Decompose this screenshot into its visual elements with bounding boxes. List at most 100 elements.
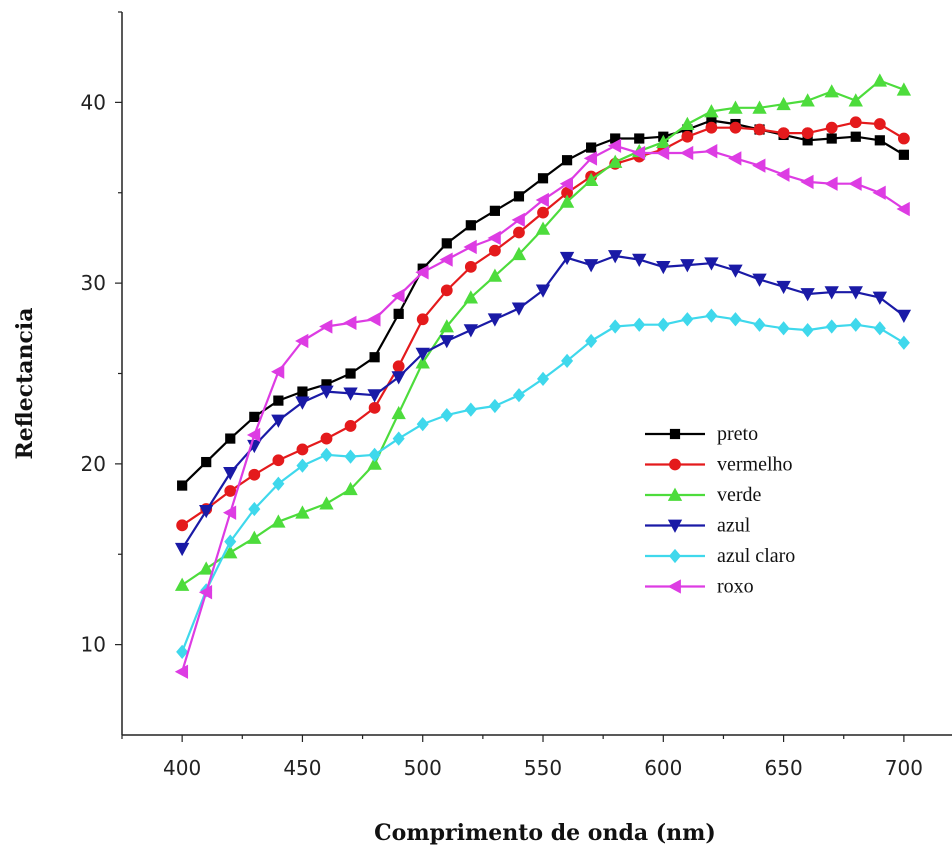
data-point-azul-claro: [440, 407, 453, 423]
data-point-vermelho: [320, 432, 333, 445]
data-point-preto: [297, 386, 308, 397]
data-point-vermelho: [849, 116, 862, 129]
legend-label: verde: [717, 484, 762, 506]
data-point-vermelho: [897, 132, 910, 145]
data-point-roxo: [607, 138, 622, 153]
data-point-verde: [728, 100, 743, 114]
data-point-roxo: [680, 145, 694, 161]
data-point-preto: [513, 191, 525, 202]
data-point-preto: [874, 135, 885, 146]
data-point-azul: [632, 253, 647, 267]
data-point-verde: [319, 496, 334, 510]
data-point-azul: [872, 291, 887, 305]
data-point-azul-claro: [657, 317, 670, 332]
data-point-roxo: [391, 288, 405, 303]
data-point-azul: [535, 284, 551, 298]
legend-item-vermelho: vermelho: [645, 454, 793, 476]
legend-label: azul: [717, 515, 751, 537]
data-point-preto: [249, 411, 260, 422]
data-point-vermelho: [705, 121, 718, 134]
data-point-azul-claro: [561, 353, 574, 368]
data-point-roxo: [704, 144, 718, 159]
data-point-verde: [800, 93, 815, 107]
data-point-azul: [295, 396, 310, 410]
axes: 400 450 500 550 600 650 700 10 20 30 40: [81, 11, 952, 780]
data-point-vermelho: [272, 454, 285, 467]
data-point-roxo: [896, 201, 910, 217]
data-point-vermelho: [753, 123, 766, 136]
data-point-azul-claro: [753, 317, 766, 332]
series-line-verde: [181, 79, 905, 586]
data-point-verde: [872, 73, 887, 87]
data-point-preto: [177, 480, 188, 491]
data-point-roxo: [463, 239, 477, 255]
data-point-azul-claro: [416, 416, 429, 432]
data-point-azul: [752, 273, 767, 287]
data-point-vermelho: [224, 485, 237, 497]
data-point-preto: [465, 220, 476, 231]
data-point-azul-claro: [392, 431, 405, 446]
legend-item-verde: verde: [645, 484, 762, 506]
data-point-azul-claro: [344, 449, 357, 464]
data-point-verde: [680, 116, 695, 130]
data-point-azul-claro: [464, 402, 477, 417]
data-point-azul-claro: [296, 458, 309, 473]
data-point-azul: [415, 347, 430, 361]
data-point-verde: [223, 545, 238, 559]
data-point-azul-claro: [272, 476, 285, 491]
x-tick-label: 700: [885, 756, 923, 780]
data-point-preto: [634, 133, 645, 144]
data-point-vermelho: [416, 313, 429, 326]
data-point-vermelho: [513, 226, 525, 239]
data-point-vermelho: [368, 401, 381, 414]
data-point-azul-claro: [536, 371, 550, 387]
data-point-verde: [848, 93, 863, 107]
data-point-preto: [369, 352, 380, 363]
legend-swatch-marker: [669, 458, 681, 471]
series-layer: [174, 73, 912, 679]
data-point-preto: [850, 131, 861, 142]
data-point-roxo: [655, 145, 670, 161]
data-point-verde: [656, 134, 671, 149]
data-point-azul: [199, 504, 214, 519]
data-point-roxo: [800, 174, 814, 190]
data-point-vermelho: [488, 244, 501, 257]
data-point-roxo: [872, 185, 886, 200]
data-point-roxo: [271, 364, 285, 379]
data-point-azul: [174, 542, 190, 557]
data-point-azul: [439, 335, 454, 349]
data-point-roxo: [559, 176, 573, 191]
data-point-azul: [704, 257, 719, 271]
legend-label: preto: [717, 423, 758, 445]
data-point-verde: [174, 577, 190, 591]
series-line-azul: [181, 254, 905, 550]
data-point-azul: [271, 414, 286, 428]
data-point-verde: [439, 319, 454, 333]
data-point-vermelho: [464, 260, 477, 273]
data-point-azul: [559, 251, 575, 266]
data-point-azul-claro: [512, 388, 525, 403]
x-tick-label: 400: [163, 756, 201, 780]
legend-label: vermelho: [717, 454, 793, 476]
data-point-preto: [537, 173, 549, 184]
data-point-roxo: [439, 252, 453, 267]
data-point-verde: [704, 104, 719, 118]
data-point-verde: [415, 355, 430, 369]
data-point-verde: [343, 481, 358, 496]
data-point-verde: [776, 96, 791, 111]
data-point-azul-claro: [224, 534, 237, 549]
data-point-azul: [367, 389, 382, 403]
data-point-roxo: [824, 176, 838, 191]
y-tick-label: 10: [81, 633, 106, 657]
data-point-azul: [319, 385, 334, 399]
data-point-roxo: [174, 664, 189, 679]
series-roxo: [174, 138, 910, 679]
data-point-vermelho: [681, 130, 694, 143]
data-point-roxo: [246, 427, 261, 443]
data-point-roxo: [415, 265, 429, 280]
data-point-azul-claro: [849, 317, 862, 332]
data-point-verde: [559, 194, 575, 208]
data-point-azul-claro: [368, 447, 381, 462]
data-point-preto: [393, 308, 404, 319]
x-tick-label: 650: [765, 756, 803, 780]
